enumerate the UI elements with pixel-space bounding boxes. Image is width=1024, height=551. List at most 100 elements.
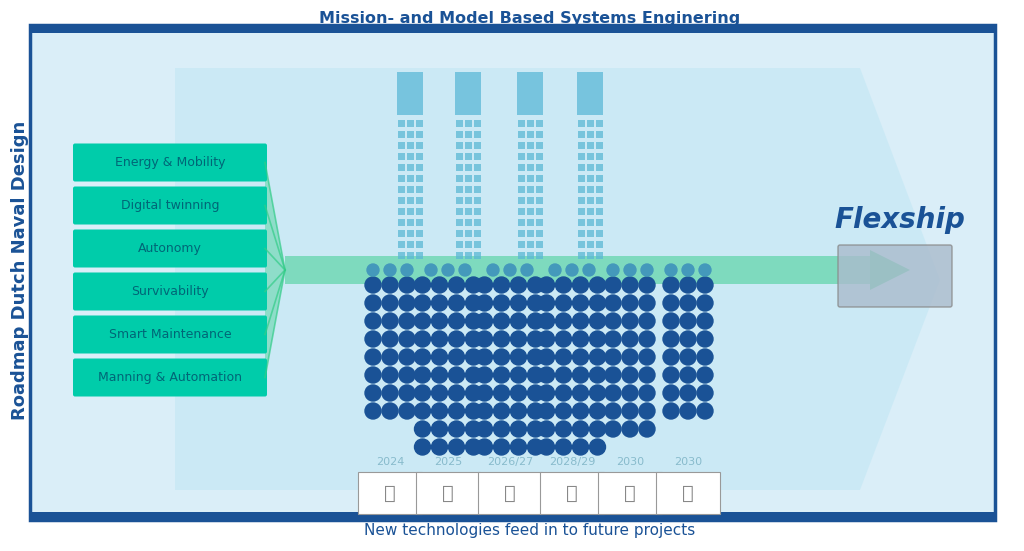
Circle shape bbox=[511, 277, 526, 293]
Bar bbox=[416, 131, 423, 138]
Circle shape bbox=[583, 264, 595, 276]
Bar bbox=[397, 186, 404, 192]
Text: Roadmap Dutch Naval Design: Roadmap Dutch Naval Design bbox=[11, 120, 29, 420]
Circle shape bbox=[382, 403, 398, 419]
Circle shape bbox=[431, 295, 447, 311]
Bar bbox=[596, 251, 602, 258]
Circle shape bbox=[415, 277, 430, 293]
Circle shape bbox=[539, 367, 555, 383]
FancyBboxPatch shape bbox=[73, 316, 267, 354]
Circle shape bbox=[476, 421, 493, 437]
Circle shape bbox=[449, 439, 465, 455]
Circle shape bbox=[494, 313, 510, 329]
Bar bbox=[465, 164, 471, 170]
Circle shape bbox=[466, 439, 481, 455]
Circle shape bbox=[680, 313, 696, 329]
Circle shape bbox=[539, 421, 555, 437]
Bar bbox=[407, 153, 414, 159]
Bar bbox=[456, 197, 463, 203]
Bar bbox=[536, 219, 543, 225]
Circle shape bbox=[466, 295, 481, 311]
Circle shape bbox=[431, 331, 447, 347]
Circle shape bbox=[399, 385, 415, 401]
Bar bbox=[578, 142, 585, 149]
Circle shape bbox=[466, 367, 481, 383]
Circle shape bbox=[431, 421, 447, 437]
Bar bbox=[578, 251, 585, 258]
Bar bbox=[407, 251, 414, 258]
Bar bbox=[397, 208, 404, 214]
Circle shape bbox=[449, 385, 465, 401]
Circle shape bbox=[476, 439, 493, 455]
Bar bbox=[397, 251, 404, 258]
Circle shape bbox=[527, 313, 544, 329]
Bar bbox=[526, 175, 534, 181]
Bar bbox=[517, 72, 543, 115]
Bar bbox=[536, 142, 543, 149]
Circle shape bbox=[605, 349, 621, 365]
Circle shape bbox=[365, 385, 381, 401]
Bar bbox=[587, 142, 594, 149]
Bar bbox=[456, 142, 463, 149]
Circle shape bbox=[476, 385, 493, 401]
Bar bbox=[578, 153, 585, 159]
Bar bbox=[517, 142, 524, 149]
FancyBboxPatch shape bbox=[598, 472, 662, 514]
Bar bbox=[536, 153, 543, 159]
Circle shape bbox=[539, 331, 555, 347]
Circle shape bbox=[697, 403, 713, 419]
Circle shape bbox=[572, 331, 589, 347]
Circle shape bbox=[494, 331, 510, 347]
Circle shape bbox=[382, 349, 398, 365]
Circle shape bbox=[697, 295, 713, 311]
Circle shape bbox=[639, 421, 655, 437]
Circle shape bbox=[384, 264, 396, 276]
Bar bbox=[578, 230, 585, 236]
Bar bbox=[473, 208, 480, 214]
Circle shape bbox=[572, 349, 589, 365]
Circle shape bbox=[382, 385, 398, 401]
Circle shape bbox=[622, 367, 638, 383]
Circle shape bbox=[555, 349, 571, 365]
Bar bbox=[416, 175, 423, 181]
Circle shape bbox=[665, 264, 677, 276]
Bar bbox=[596, 240, 602, 247]
Bar bbox=[30, 25, 995, 33]
Circle shape bbox=[431, 403, 447, 419]
Circle shape bbox=[697, 349, 713, 365]
Bar bbox=[578, 175, 585, 181]
Bar bbox=[416, 120, 423, 127]
Text: 2026/27: 2026/27 bbox=[486, 457, 534, 467]
Circle shape bbox=[401, 264, 413, 276]
Circle shape bbox=[365, 349, 381, 365]
Bar bbox=[517, 175, 524, 181]
Circle shape bbox=[487, 264, 499, 276]
Bar bbox=[596, 164, 602, 170]
Bar bbox=[526, 240, 534, 247]
Circle shape bbox=[555, 385, 571, 401]
Circle shape bbox=[365, 367, 381, 383]
Circle shape bbox=[449, 367, 465, 383]
Circle shape bbox=[663, 403, 679, 419]
Polygon shape bbox=[870, 250, 910, 290]
Circle shape bbox=[466, 331, 481, 347]
FancyBboxPatch shape bbox=[416, 472, 480, 514]
Circle shape bbox=[399, 313, 415, 329]
Circle shape bbox=[566, 264, 578, 276]
Bar bbox=[578, 120, 585, 127]
Circle shape bbox=[365, 313, 381, 329]
Circle shape bbox=[431, 349, 447, 365]
Circle shape bbox=[663, 277, 679, 293]
Bar bbox=[578, 131, 585, 138]
Bar bbox=[473, 153, 480, 159]
Circle shape bbox=[641, 264, 653, 276]
Circle shape bbox=[639, 331, 655, 347]
Circle shape bbox=[527, 367, 544, 383]
Bar bbox=[456, 208, 463, 214]
Circle shape bbox=[511, 331, 526, 347]
Bar bbox=[473, 120, 480, 127]
FancyBboxPatch shape bbox=[73, 230, 267, 267]
Circle shape bbox=[494, 349, 510, 365]
Circle shape bbox=[449, 313, 465, 329]
Bar bbox=[536, 175, 543, 181]
